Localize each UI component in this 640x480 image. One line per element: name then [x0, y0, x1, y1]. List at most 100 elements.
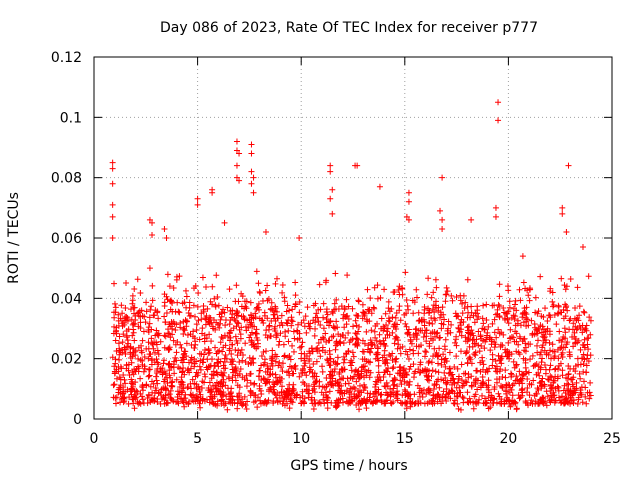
data-point [409, 297, 416, 304]
data-point [392, 358, 399, 365]
data-point [522, 309, 529, 316]
data-point [180, 385, 187, 392]
data-point [303, 353, 310, 360]
data-point [474, 316, 481, 323]
data-point [125, 400, 132, 407]
data-point [250, 399, 257, 406]
data-point [393, 355, 400, 362]
data-point [368, 310, 375, 317]
data-point [356, 398, 363, 405]
data-point [386, 318, 393, 325]
data-point [166, 283, 173, 290]
data-point [496, 376, 503, 383]
data-point [188, 354, 195, 361]
data-point [468, 216, 475, 223]
data-point [289, 306, 296, 313]
data-point [393, 309, 400, 316]
data-point [402, 269, 409, 276]
data-point [333, 318, 340, 325]
data-point [272, 351, 279, 358]
data-point [268, 305, 275, 312]
data-point [545, 312, 552, 319]
data-point [224, 406, 231, 413]
data-point [372, 334, 379, 341]
data-point [481, 326, 488, 333]
data-point [323, 394, 330, 401]
data-point [507, 335, 514, 342]
data-point [516, 368, 523, 375]
data-point [549, 298, 556, 305]
data-point [289, 318, 296, 325]
data-point [110, 382, 117, 389]
data-point [537, 366, 544, 373]
data-point [399, 291, 406, 298]
data-point [252, 310, 259, 317]
data-point [454, 365, 461, 372]
data-point [327, 195, 334, 202]
data-point [536, 379, 543, 386]
data-point [489, 362, 496, 369]
data-point [131, 337, 138, 344]
data-point [542, 328, 549, 335]
data-point [526, 392, 533, 399]
data-point [383, 379, 390, 386]
data-point [457, 406, 464, 413]
data-point [537, 273, 544, 280]
data-point [183, 304, 190, 311]
data-point [383, 356, 390, 363]
data-point [378, 315, 385, 322]
data-point [398, 381, 405, 388]
data-point [443, 385, 450, 392]
data-point [418, 387, 425, 394]
data-point [157, 338, 164, 345]
data-point [222, 342, 229, 349]
y-tick-label: 0 [73, 412, 82, 428]
data-point [199, 274, 206, 281]
data-point [137, 400, 144, 407]
data-point [112, 394, 119, 401]
data-point [119, 310, 126, 317]
x-tick-label: 20 [499, 431, 517, 447]
data-point [261, 312, 268, 319]
data-point [232, 365, 239, 372]
data-point [463, 379, 470, 386]
data-point [228, 350, 235, 357]
data-point [120, 331, 127, 338]
data-point [395, 341, 402, 348]
data-point [127, 306, 134, 313]
data-point [474, 377, 481, 384]
data-point [283, 369, 290, 376]
data-point [250, 355, 257, 362]
data-point [284, 320, 291, 327]
data-point [130, 329, 137, 336]
data-point [492, 213, 499, 220]
data-point [208, 338, 215, 345]
data-point [564, 307, 571, 314]
data-point [210, 325, 217, 332]
data-point [431, 315, 438, 322]
data-point [154, 380, 161, 387]
data-point [163, 310, 170, 317]
data-point [540, 400, 547, 407]
data-point [496, 313, 503, 320]
data-point [530, 377, 537, 384]
data-point [167, 387, 174, 394]
data-point [122, 304, 129, 311]
data-point [505, 339, 512, 346]
data-point [331, 368, 338, 375]
data-point [267, 366, 274, 373]
data-point [438, 361, 445, 368]
data-point [278, 312, 285, 319]
data-point [459, 300, 466, 307]
data-point [491, 302, 498, 309]
data-point [167, 334, 174, 341]
data-point [539, 355, 546, 362]
data-point [354, 368, 361, 375]
data-point [299, 339, 306, 346]
data-point [146, 372, 153, 379]
data-point [244, 398, 251, 405]
data-point [551, 366, 558, 373]
data-point [564, 375, 571, 382]
data-point [299, 369, 306, 376]
data-point [375, 376, 382, 383]
